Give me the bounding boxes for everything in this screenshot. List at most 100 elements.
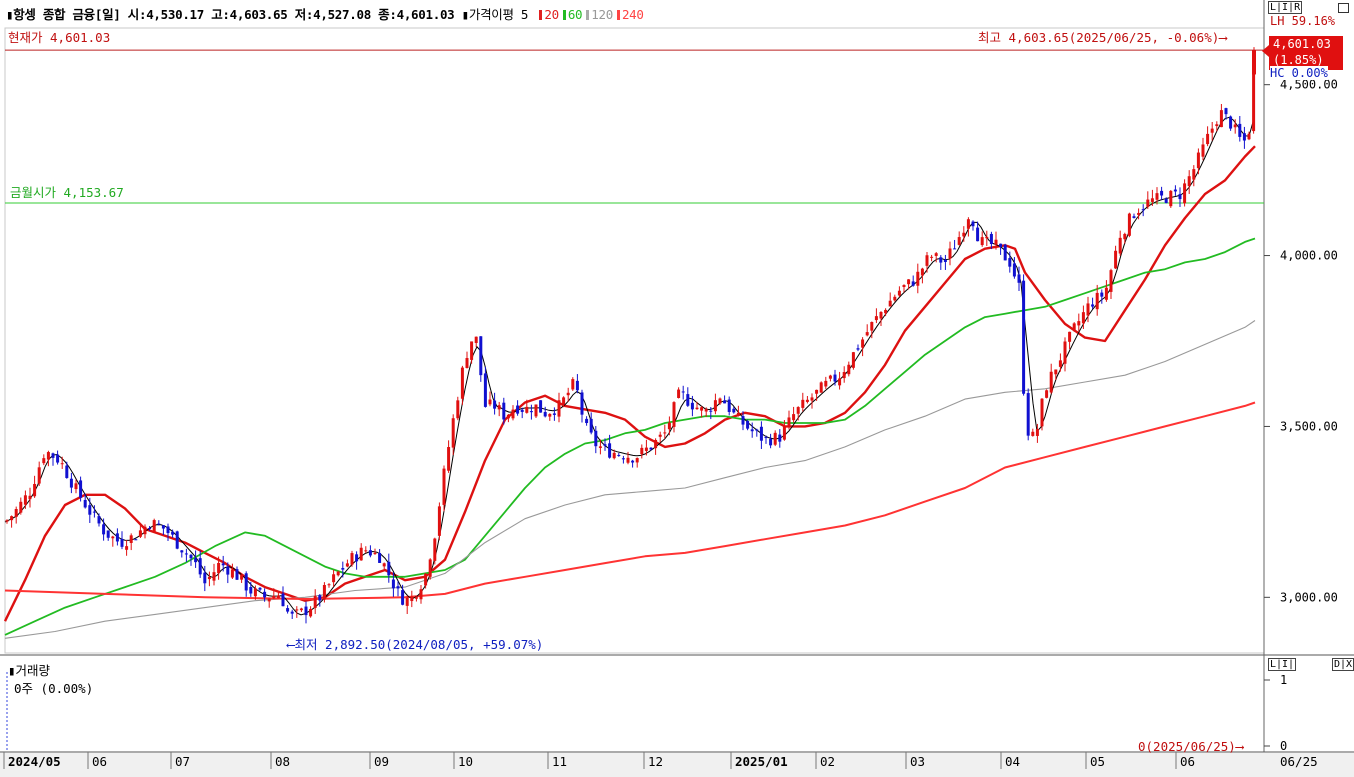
ma-legend-item[interactable]: 120 <box>591 7 613 22</box>
candle-body <box>336 571 340 576</box>
candle-body <box>263 591 267 598</box>
close-value: 종:4,601.03 <box>378 7 455 22</box>
candle-body <box>1233 124 1237 128</box>
volume-tick-label: 0 <box>1280 739 1287 753</box>
candle-body <box>267 598 271 602</box>
candle-body <box>97 516 101 524</box>
candle-body <box>428 559 432 577</box>
volume-tick-label: 1 <box>1280 673 1287 687</box>
candle-body <box>571 379 575 390</box>
candle-body <box>1132 216 1136 218</box>
candle-body <box>511 409 515 419</box>
candle-body <box>1210 128 1214 133</box>
candle-body <box>451 418 455 448</box>
candle-body <box>1068 331 1072 342</box>
candle-body <box>709 410 713 412</box>
candle-body <box>304 606 308 616</box>
candle-body <box>258 587 262 590</box>
candle-body <box>603 444 607 446</box>
lh-ratio: LH 59.16% <box>1270 14 1336 28</box>
candle-body <box>1012 263 1016 277</box>
candle-body <box>732 408 736 413</box>
candle-body <box>221 563 225 566</box>
candle-body <box>253 588 257 597</box>
candle-body <box>235 569 239 580</box>
candle-body <box>957 237 961 245</box>
candle-body <box>782 425 786 440</box>
ma-swatch <box>539 10 543 20</box>
candle-body <box>180 550 184 553</box>
candle-body <box>497 405 501 410</box>
candle-body <box>612 452 616 459</box>
candle-body <box>819 382 823 393</box>
candle-body <box>479 336 483 376</box>
candle-body <box>396 586 400 589</box>
candle-body <box>801 399 805 408</box>
candle-body <box>203 572 207 584</box>
candle-body <box>787 417 791 426</box>
candle-body <box>1206 133 1210 145</box>
candle-body <box>741 416 745 425</box>
candle-body <box>534 404 538 417</box>
candle-body <box>778 434 782 442</box>
candle-body <box>920 268 924 276</box>
ma-legend-item[interactable]: 60 <box>567 7 583 22</box>
main-panel-controls[interactable]: L|I|R <box>1268 1 1303 14</box>
candle-body <box>989 233 993 244</box>
candle-body <box>327 584 331 586</box>
volume-annotation: 0(2025/06/25)⟶ <box>1138 739 1244 754</box>
candle-body <box>378 552 382 563</box>
candle-body <box>865 332 869 336</box>
candle-body <box>1095 292 1099 310</box>
candle-body <box>120 538 124 547</box>
candle-body <box>60 463 64 465</box>
candle-body <box>506 414 510 419</box>
candle-body <box>1155 193 1159 200</box>
candle-body <box>405 597 409 606</box>
price-tag-value: 4,601.03 <box>1273 37 1331 51</box>
candle-body <box>911 281 915 286</box>
candle-body <box>723 400 727 404</box>
candle-body <box>1229 116 1233 129</box>
candle-body <box>129 535 133 543</box>
candle-body <box>272 595 276 599</box>
candle-body <box>557 400 561 417</box>
volume-panel-controls[interactable]: L|I| <box>1268 658 1297 671</box>
candle-body <box>677 389 681 398</box>
candle-body <box>925 255 929 266</box>
candle-body <box>249 586 253 594</box>
candle-body <box>143 526 147 535</box>
candle-body <box>985 236 989 239</box>
ma-legend-item[interactable]: 20 <box>544 7 559 22</box>
candle-body <box>290 611 294 614</box>
candle-body <box>161 525 165 529</box>
candle-body <box>888 300 892 307</box>
candle-body <box>948 248 952 259</box>
candle-body <box>764 437 768 439</box>
candle-body <box>198 558 202 575</box>
candle-body <box>810 397 814 401</box>
candle-body <box>727 399 731 412</box>
x-tick-label: 06 <box>1180 754 1195 769</box>
candle-body <box>410 596 414 602</box>
candle-body <box>543 412 547 417</box>
candle-body <box>667 422 671 430</box>
candle-body <box>1114 250 1118 269</box>
volume-panel-close[interactable]: D|X <box>1332 658 1354 671</box>
candle-body <box>552 413 556 415</box>
ma-swatch <box>586 10 590 20</box>
candle-body <box>1045 390 1049 398</box>
candle-body <box>83 499 87 508</box>
candle-body <box>345 563 349 567</box>
candle-body <box>1224 108 1228 115</box>
candle-body <box>1192 169 1196 180</box>
maximize-icon[interactable] <box>1338 3 1349 13</box>
candle-body <box>42 458 46 464</box>
candle-body <box>1160 190 1164 196</box>
candle-body <box>1109 270 1113 292</box>
candle-body <box>520 409 524 412</box>
ma-legend-item[interactable]: 240 <box>621 7 644 22</box>
candle-body <box>773 432 777 445</box>
candle-body <box>502 402 506 420</box>
last-candle-body <box>1252 50 1256 75</box>
